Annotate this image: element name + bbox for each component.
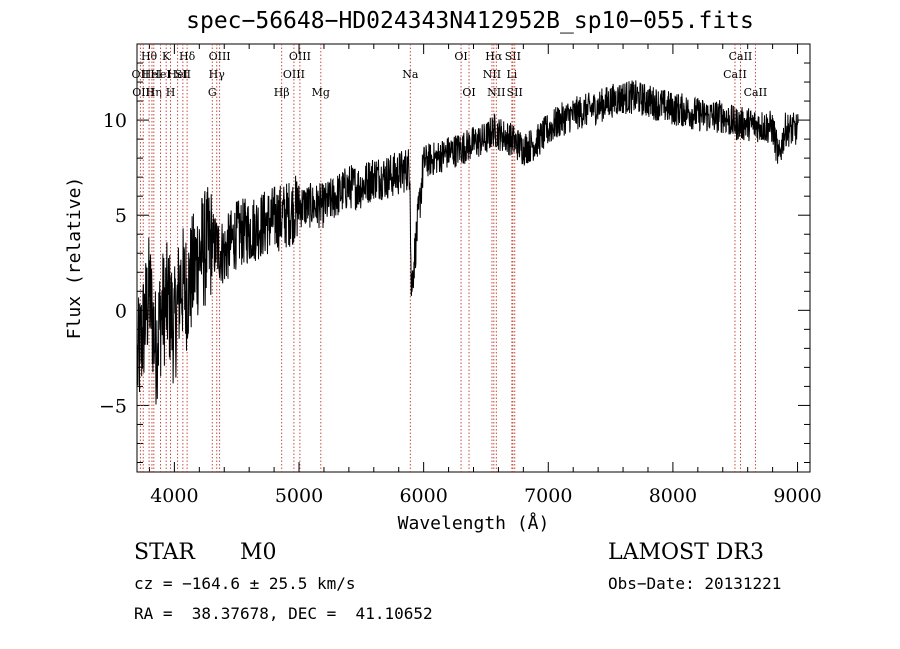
y-axis-label: Flux (relative) bbox=[64, 177, 85, 340]
line-marker-label: Hβ bbox=[274, 86, 290, 99]
x-tick-label: 7000 bbox=[524, 485, 572, 507]
line-marker-label: CaII bbox=[744, 86, 768, 99]
line-marker-label: SII bbox=[505, 50, 521, 63]
line-marker-label: NII bbox=[487, 86, 505, 99]
line-marker-label: OIII bbox=[132, 86, 154, 99]
line-marker-label: Hθ bbox=[141, 50, 158, 63]
line-marker-label: Hδ bbox=[179, 50, 196, 63]
line-marker-label: OII bbox=[132, 68, 150, 81]
line-marker-label: SII bbox=[507, 86, 523, 99]
line-marker-label: HeI bbox=[150, 68, 170, 81]
line-marker-label: OI bbox=[462, 86, 475, 99]
obs-date: Obs−Date: 20131221 bbox=[608, 574, 782, 593]
line-marker-label: HeI bbox=[142, 68, 162, 81]
line-marker-label: K bbox=[162, 50, 171, 63]
x-tick-label: 5000 bbox=[275, 485, 323, 507]
line-marker-label: Hα bbox=[485, 50, 503, 63]
x-axis-label: Wavelength (Å) bbox=[398, 512, 550, 534]
line-marker-label: Hη bbox=[146, 86, 162, 99]
line-marker-label: NII bbox=[483, 68, 501, 81]
spectrum-line bbox=[137, 80, 799, 405]
line-marker-label: OIII bbox=[209, 50, 231, 63]
line-marker-label: Mg bbox=[312, 86, 330, 99]
line-marker-label: SII bbox=[175, 68, 191, 81]
object-class: STAR bbox=[134, 540, 195, 565]
line-marker-label: CaII bbox=[723, 68, 747, 81]
y-tick-label: −5 bbox=[99, 395, 127, 417]
redshift-readout: cz = −164.6 ± 25.5 km/s bbox=[134, 574, 356, 593]
line-marker-label: Na bbox=[402, 68, 419, 81]
coordinates: RA = 38.37678, DEC = 41.10652 bbox=[134, 604, 433, 623]
plot-frame bbox=[136, 43, 811, 473]
line-marker-label: CaII bbox=[729, 50, 753, 63]
line-marker-label: OI bbox=[454, 50, 467, 63]
line-marker-label: OIII bbox=[283, 68, 305, 81]
x-tick-label: 8000 bbox=[649, 485, 697, 507]
spectral-subclass: M0 bbox=[240, 540, 277, 565]
x-tick-label: 4000 bbox=[150, 485, 198, 507]
y-tick-label: 0 bbox=[115, 300, 127, 322]
line-marker-label: OIII bbox=[289, 50, 311, 63]
x-tick-label: 6000 bbox=[399, 485, 447, 507]
chart-title: spec−56648−HD024343N412952B_sp10−055.fit… bbox=[186, 8, 754, 34]
survey-label: LAMOST DR3 bbox=[608, 540, 764, 565]
line-marker-label: Li bbox=[506, 68, 517, 81]
line-marker-label: HeI bbox=[167, 68, 187, 81]
y-tick-label: 5 bbox=[115, 205, 127, 227]
x-tick-label: 9000 bbox=[773, 485, 821, 507]
line-marker-label: H bbox=[166, 86, 176, 99]
line-marker-label: G bbox=[208, 86, 217, 99]
line-marker-label: Hγ bbox=[209, 68, 226, 81]
y-tick-label: 10 bbox=[103, 110, 127, 132]
